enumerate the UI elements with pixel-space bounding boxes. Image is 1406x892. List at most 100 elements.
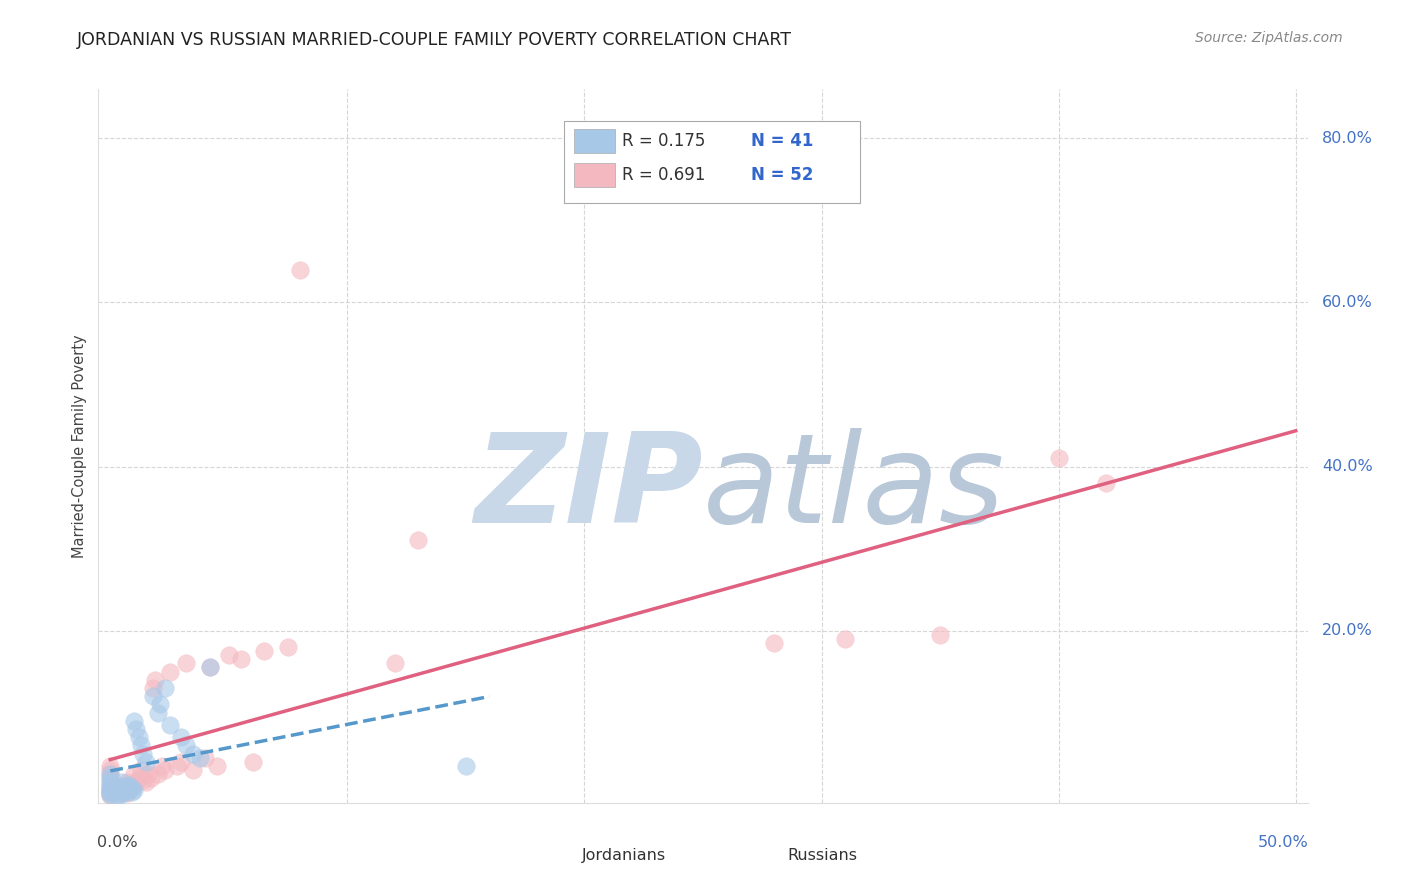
- FancyBboxPatch shape: [574, 162, 614, 187]
- Point: [929, 627, 952, 641]
- Point: [218, 648, 240, 662]
- Y-axis label: Married-Couple Family Poverty: Married-Couple Family Poverty: [72, 334, 87, 558]
- Point: [139, 771, 162, 785]
- Point: [763, 636, 786, 650]
- Point: [118, 783, 141, 797]
- Point: [115, 786, 138, 800]
- Point: [242, 755, 264, 769]
- Point: [135, 755, 157, 769]
- Point: [408, 533, 430, 548]
- Point: [98, 767, 121, 781]
- Point: [111, 775, 134, 789]
- Point: [142, 689, 165, 703]
- Point: [105, 786, 128, 800]
- FancyBboxPatch shape: [574, 129, 614, 153]
- Point: [118, 783, 141, 797]
- Point: [125, 775, 148, 789]
- Point: [98, 788, 121, 802]
- Text: 20.0%: 20.0%: [1322, 623, 1372, 638]
- Text: 60.0%: 60.0%: [1322, 295, 1372, 310]
- Text: Jordanians: Jordanians: [582, 848, 666, 863]
- Point: [129, 763, 152, 777]
- Point: [98, 763, 121, 777]
- Point: [98, 786, 121, 800]
- Point: [111, 783, 134, 797]
- Point: [111, 786, 134, 800]
- Text: 40.0%: 40.0%: [1322, 459, 1372, 474]
- Point: [170, 730, 193, 744]
- Point: [111, 780, 134, 794]
- Point: [118, 778, 141, 792]
- Point: [198, 660, 221, 674]
- Point: [288, 262, 311, 277]
- Point: [174, 657, 197, 671]
- Point: [114, 780, 136, 795]
- Point: [143, 673, 166, 687]
- FancyBboxPatch shape: [564, 121, 860, 203]
- Point: [132, 772, 155, 787]
- Point: [190, 750, 212, 764]
- Point: [146, 706, 169, 720]
- Point: [115, 775, 138, 789]
- Point: [136, 767, 159, 781]
- Point: [108, 783, 131, 797]
- Text: Russians: Russians: [787, 848, 858, 863]
- Text: N = 41: N = 41: [751, 132, 814, 150]
- Point: [115, 780, 138, 794]
- Point: [115, 785, 138, 799]
- Point: [122, 783, 145, 797]
- Point: [121, 785, 143, 799]
- Point: [121, 780, 143, 795]
- Point: [149, 698, 172, 712]
- Point: [135, 775, 157, 789]
- Point: [98, 767, 121, 781]
- Point: [108, 780, 131, 795]
- Text: R = 0.691: R = 0.691: [621, 166, 706, 184]
- Point: [1047, 451, 1070, 466]
- Point: [132, 747, 155, 761]
- Point: [128, 771, 150, 785]
- Point: [181, 747, 204, 761]
- FancyBboxPatch shape: [742, 846, 782, 866]
- Text: Source: ZipAtlas.com: Source: ZipAtlas.com: [1195, 31, 1343, 45]
- Point: [98, 784, 121, 798]
- Point: [174, 739, 197, 753]
- Point: [98, 772, 121, 787]
- Point: [98, 780, 121, 794]
- Point: [98, 786, 121, 800]
- FancyBboxPatch shape: [537, 846, 576, 866]
- Point: [114, 783, 136, 797]
- Text: N = 52: N = 52: [751, 166, 814, 184]
- Point: [111, 780, 134, 794]
- Point: [170, 755, 193, 769]
- Point: [253, 644, 276, 658]
- Point: [229, 652, 252, 666]
- Point: [98, 771, 121, 785]
- Point: [105, 788, 128, 802]
- Point: [111, 785, 134, 799]
- Point: [198, 660, 221, 674]
- Point: [194, 750, 217, 764]
- Point: [122, 767, 145, 781]
- Point: [125, 722, 148, 736]
- Text: 0.0%: 0.0%: [97, 835, 138, 850]
- Point: [205, 759, 228, 773]
- Point: [153, 681, 176, 695]
- Point: [108, 788, 131, 802]
- Point: [98, 780, 121, 795]
- Point: [159, 718, 181, 732]
- Point: [98, 782, 121, 797]
- Point: [122, 714, 145, 728]
- Point: [142, 681, 165, 695]
- Point: [129, 739, 152, 753]
- Point: [122, 780, 145, 794]
- Text: R = 0.175: R = 0.175: [621, 132, 706, 150]
- Point: [152, 759, 174, 773]
- Point: [98, 778, 121, 792]
- Point: [166, 759, 188, 773]
- Point: [153, 763, 176, 777]
- Text: JORDANIAN VS RUSSIAN MARRIED-COUPLE FAMILY POVERTY CORRELATION CHART: JORDANIAN VS RUSSIAN MARRIED-COUPLE FAMI…: [77, 31, 793, 49]
- Point: [105, 783, 128, 797]
- Point: [128, 730, 150, 744]
- Point: [159, 665, 181, 679]
